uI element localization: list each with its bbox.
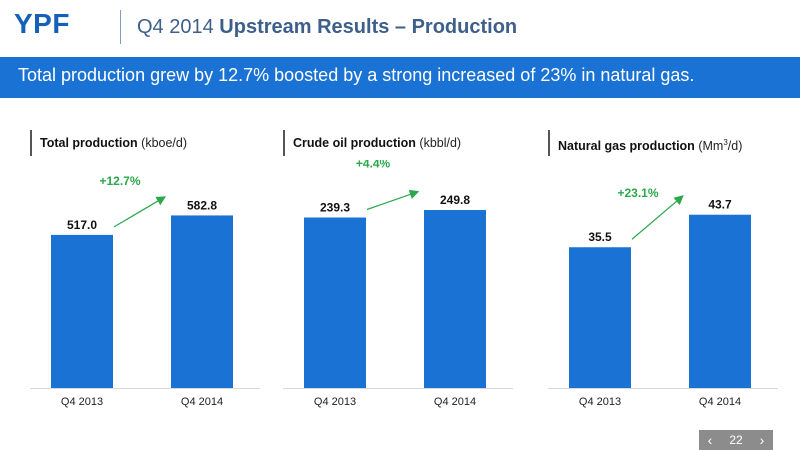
panel-title: Total production (kboe/d) bbox=[30, 130, 187, 156]
summary-banner: Total production grew by 12.7% boosted b… bbox=[0, 57, 800, 98]
total-production-chart: 517.0 Q4 2013 582.8 Q4 2014 +12.7% bbox=[30, 174, 260, 408]
tick-label: Q4 2013 bbox=[61, 396, 103, 408]
value-label: 249.8 bbox=[440, 193, 470, 207]
panel-title-bold: Natural gas production bbox=[558, 139, 695, 154]
tick-label: Q4 2014 bbox=[181, 396, 223, 408]
slide-title: Q4 2014 Upstream Results – Production bbox=[137, 16, 517, 39]
panel-title-bold: Crude oil production bbox=[293, 136, 416, 150]
growth-arrow bbox=[113, 196, 167, 228]
bar-q4-2013 bbox=[569, 247, 631, 388]
value-label: 239.3 bbox=[320, 200, 350, 214]
panel-title-unit: (Mm3/d) bbox=[698, 138, 743, 154]
header-divider bbox=[120, 10, 121, 44]
panel-title-unit: (kboe/d) bbox=[141, 136, 188, 150]
growth-arrow bbox=[366, 189, 420, 211]
value-label: 582.8 bbox=[187, 198, 217, 212]
natural-gas-chart: 35.5 Q4 2013 43.7 Q4 2014 +23.1% bbox=[548, 186, 778, 408]
unit-superscript: 3 bbox=[723, 138, 728, 147]
crude-oil-chart: 239.3 Q4 2013 249.8 Q4 2014 +4.4% bbox=[283, 160, 513, 408]
slide-header: YPF Q4 2014 Upstream Results – Productio… bbox=[0, 0, 800, 58]
tick-label: Q4 2013 bbox=[314, 396, 356, 408]
value-label: 35.5 bbox=[588, 230, 612, 244]
growth-label: +23.1% bbox=[617, 186, 658, 200]
slide-title-bold: Upstream Results – Production bbox=[219, 16, 518, 38]
bar-q4-2014 bbox=[689, 214, 751, 388]
value-label: 517.0 bbox=[67, 218, 97, 232]
bar-q4-2013 bbox=[304, 217, 366, 388]
page-number: 22 bbox=[729, 433, 743, 447]
crude-oil-panel: Crude oil production (kbbl/d) 239.3 Q4 20… bbox=[283, 130, 533, 430]
panel-title-bold: Total production bbox=[40, 136, 138, 150]
chevron-left-icon[interactable]: ‹ bbox=[707, 432, 713, 448]
tick-label: Q4 2013 bbox=[579, 396, 621, 408]
panel-title: Natural gas production (Mm3/d) bbox=[548, 130, 742, 156]
ypf-logo: YPF bbox=[14, 8, 70, 39]
tick-label: Q4 2014 bbox=[434, 396, 476, 408]
unit-post: /d) bbox=[727, 139, 743, 154]
growth-label: +12.7% bbox=[99, 174, 140, 188]
panel-title: Crude oil production (kbbl/d) bbox=[283, 130, 461, 156]
natural-gas-panel: Natural gas production (Mm3/d) 35.5 Q4 20… bbox=[548, 130, 798, 430]
growth-arrow bbox=[631, 195, 684, 240]
unit-pre: (Mm bbox=[698, 139, 724, 154]
total-production-panel: Total production (kboe/d) 517.0 Q4 2013 58… bbox=[30, 130, 280, 430]
bar-q4-2014 bbox=[171, 215, 233, 388]
bar-q4-2014 bbox=[424, 210, 486, 388]
bar-q4-2013 bbox=[51, 234, 113, 388]
tick-label: Q4 2014 bbox=[699, 396, 741, 408]
growth-label: +4.4% bbox=[356, 160, 391, 170]
value-label: 43.7 bbox=[708, 198, 732, 212]
panel-title-unit: (kbbl/d) bbox=[419, 136, 462, 150]
slide-pagination: ‹ 22 › bbox=[699, 430, 773, 450]
banner-text: Total production grew by 12.7% boosted b… bbox=[18, 65, 695, 85]
chevron-right-icon[interactable]: › bbox=[759, 432, 765, 448]
slide-title-prefix: Q4 2014 bbox=[137, 16, 214, 38]
